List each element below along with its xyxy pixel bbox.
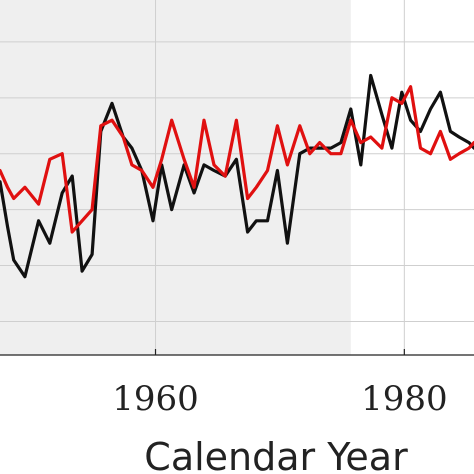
grid-lines — [0, 0, 474, 355]
shaded-region — [0, 0, 351, 355]
x-ticks — [154, 349, 405, 355]
x-tick-label: 1960 — [112, 379, 199, 419]
x-axis-label: Calendar Year — [144, 435, 408, 474]
series-layer — [0, 73, 474, 279]
series-line-2 — [0, 85, 474, 234]
x-tick-labels: 1960 1980 — [112, 379, 447, 419]
x-tick-label: 1980 — [361, 379, 448, 419]
series-line-1 — [0, 73, 474, 279]
